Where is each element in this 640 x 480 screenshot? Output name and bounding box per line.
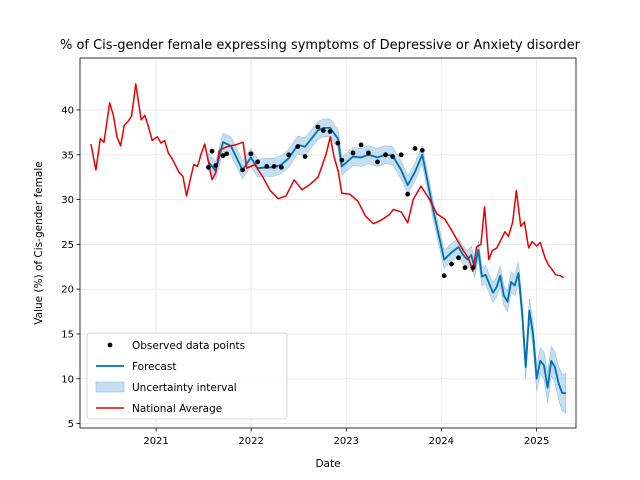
observed-point (264, 164, 270, 169)
y-axis-ticks: 5 10 15 20 25 30 35 40 (61, 106, 80, 430)
observed-point (365, 150, 371, 156)
legend-label: Uncertainty interval (132, 382, 237, 394)
observed-point (335, 140, 341, 146)
legend-marker-observed (107, 342, 113, 348)
observed-point (213, 163, 219, 168)
y-tick-label: 40 (61, 106, 74, 117)
observed-point (405, 191, 411, 197)
y-tick-label: 20 (61, 285, 74, 296)
observed-point (206, 164, 211, 170)
observed-point (209, 148, 215, 154)
uncertainty-band-layer (208, 118, 567, 414)
observed-point (412, 146, 418, 151)
observed-point (220, 153, 226, 159)
x-tick-label: 2022 (238, 436, 263, 447)
observed-point (456, 255, 461, 261)
observed-point (248, 151, 254, 157)
observed-point (320, 128, 326, 133)
observed-point (302, 154, 308, 159)
y-tick-label: 30 (61, 195, 74, 206)
y-tick-label: 25 (61, 240, 74, 251)
legend-label: National Average (132, 403, 222, 415)
observed-point (278, 164, 284, 170)
forecast-line (207, 126, 566, 394)
observed-point (295, 144, 301, 150)
x-tick-label: 2024 (429, 436, 454, 447)
observed-point (375, 159, 380, 165)
legend-label: Observed data points (132, 340, 245, 352)
observed-point (224, 151, 230, 157)
legend-marker-uncertainty (95, 381, 125, 393)
series-line-layer (90, 83, 566, 394)
observed-point (339, 157, 345, 163)
legend-label: Forecast (132, 361, 176, 373)
x-axis-ticks: 2021 2022 2023 2024 2025 (143, 428, 549, 447)
y-tick-label: 35 (61, 150, 74, 161)
observed-point (240, 167, 245, 173)
chart-title: % of Cis-gender female expressing sympto… (60, 38, 581, 53)
observed-point (271, 164, 277, 169)
observed-point (398, 152, 404, 158)
observed-point (327, 129, 333, 134)
observed-points-layer (206, 124, 476, 279)
observed-point (449, 261, 454, 267)
uncertainty-band (208, 118, 567, 414)
x-axis-label: Date (315, 458, 340, 470)
y-axis-label: Value (%) of Cis-gender female (33, 161, 45, 324)
y-tick-label: 15 (61, 330, 74, 341)
observed-point (358, 142, 364, 148)
y-tick-label: 10 (61, 374, 74, 385)
observed-point (383, 152, 388, 158)
observed-point (419, 147, 425, 153)
observed-point (470, 265, 476, 271)
x-tick-label: 2025 (524, 436, 549, 447)
x-tick-label: 2021 (143, 436, 168, 447)
observed-point (390, 154, 396, 159)
y-tick-label: 5 (68, 419, 74, 430)
observed-point (255, 159, 261, 165)
legend: Observed data points Forecast Uncertainty … (86, 332, 288, 420)
plot-frame (79, 57, 577, 429)
legend-box (86, 332, 288, 420)
observed-point (462, 265, 468, 271)
observed-point (441, 273, 447, 279)
observed-point (315, 124, 321, 130)
x-tick-label: 2023 (334, 436, 359, 447)
observed-point (286, 152, 292, 158)
observed-point (350, 150, 356, 156)
national-average-line (90, 83, 565, 279)
